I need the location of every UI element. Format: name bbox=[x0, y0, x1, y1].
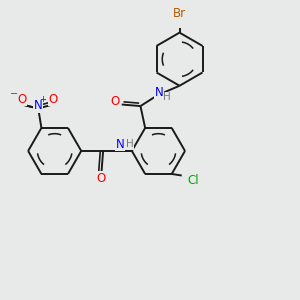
Text: N: N bbox=[116, 138, 124, 151]
Text: N: N bbox=[34, 99, 43, 112]
Text: N: N bbox=[155, 85, 164, 98]
Text: O: O bbox=[17, 93, 26, 106]
Text: −: − bbox=[11, 89, 19, 99]
Text: H: H bbox=[126, 139, 134, 149]
Text: O: O bbox=[96, 172, 106, 184]
Text: H: H bbox=[163, 92, 171, 102]
Text: O: O bbox=[48, 93, 58, 106]
Text: Cl: Cl bbox=[187, 174, 199, 187]
Text: O: O bbox=[110, 95, 119, 108]
Text: +: + bbox=[39, 95, 46, 104]
Text: Br: Br bbox=[173, 8, 186, 20]
